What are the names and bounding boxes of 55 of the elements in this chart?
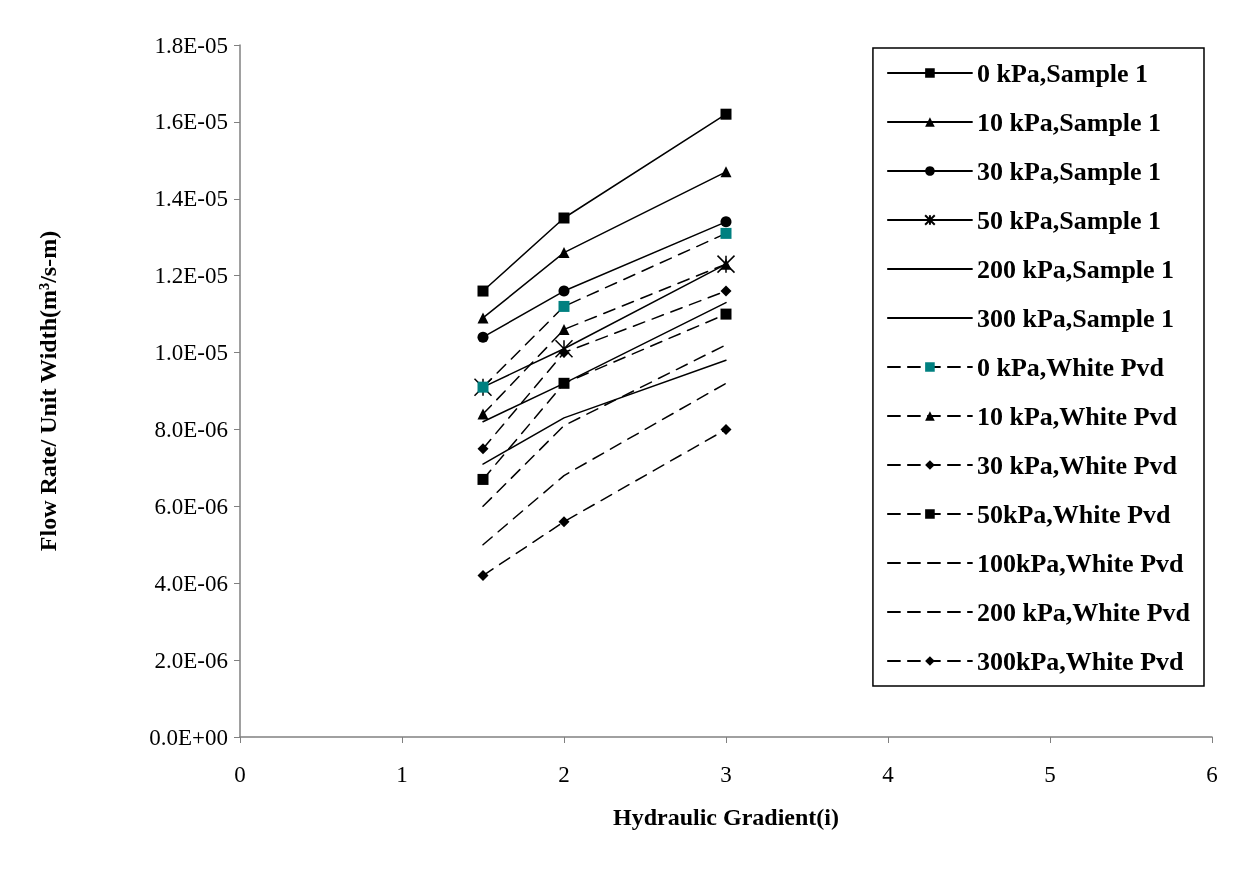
point xyxy=(558,516,570,528)
x-tick-label: 2 xyxy=(558,762,570,787)
legend-label: 30 kPa,Sample 1 xyxy=(976,156,1162,186)
y-tick-label: 1.4E-05 xyxy=(154,186,228,212)
y-tick-label: 4.0E-06 xyxy=(154,570,228,596)
legend-label: 0 kPa,White Pvd xyxy=(976,352,1165,382)
point xyxy=(720,423,732,435)
point xyxy=(477,331,489,343)
legend-label: 300kPa,White Pvd xyxy=(976,646,1185,676)
legend-label: 200 kPa,Sample 1 xyxy=(976,254,1175,284)
y-tick-label: 1.0E-05 xyxy=(154,340,228,366)
legend-label: 100kPa,White Pvd xyxy=(976,548,1185,578)
point xyxy=(720,227,732,239)
point xyxy=(558,247,570,259)
y-tick-label: 1.8E-05 xyxy=(154,32,228,58)
legend-label: 10 kPa,White Pvd xyxy=(976,401,1178,431)
y-tick-label: 6.0E-06 xyxy=(154,493,228,519)
point xyxy=(720,216,732,228)
legend-label: 200 kPa,White Pvd xyxy=(976,597,1191,627)
point xyxy=(477,312,489,324)
point xyxy=(720,285,732,297)
y-tick-label: 1.6E-05 xyxy=(154,109,228,135)
point xyxy=(558,323,570,335)
point xyxy=(477,285,489,297)
legend-label: 0 kPa,Sample 1 xyxy=(976,58,1149,88)
point xyxy=(558,212,570,224)
x-tick-label: 6 xyxy=(1206,762,1218,787)
x-tick-label: 4 xyxy=(882,762,895,787)
legend-label: 300 kPa,Sample 1 xyxy=(976,303,1175,333)
point xyxy=(558,377,570,389)
point xyxy=(720,166,732,178)
point xyxy=(477,473,489,485)
legend-label: 50 kPa,Sample 1 xyxy=(976,205,1162,235)
x-tick-label: 5 xyxy=(1044,762,1056,787)
point xyxy=(558,285,570,297)
point xyxy=(720,108,732,120)
point xyxy=(558,300,570,312)
point xyxy=(554,339,574,358)
legend-label: 50kPa,White Pvd xyxy=(976,499,1172,529)
y-tick-label: 1.2E-05 xyxy=(154,263,228,289)
point xyxy=(720,308,732,320)
x-tick-label: 3 xyxy=(720,762,732,787)
x-tick-label: 1 xyxy=(396,762,408,787)
legend-label: 10 kPa,Sample 1 xyxy=(976,107,1162,137)
x-axis-title: Hydraulic Gradient(i) xyxy=(613,804,839,830)
y-axis-title: Flow Rate/ Unit Width(m³/s-m) xyxy=(35,230,61,552)
x-tick-label: 0 xyxy=(234,762,246,787)
legend-label: 30 kPa,White Pvd xyxy=(976,450,1178,480)
point xyxy=(558,347,570,359)
y-tick-label: 8.0E-06 xyxy=(154,416,228,442)
point xyxy=(477,443,489,455)
point xyxy=(477,570,489,582)
y-tick-label: 0.0E+00 xyxy=(149,724,228,750)
y-tick-label: 2.0E-06 xyxy=(154,647,228,673)
point xyxy=(477,408,489,420)
